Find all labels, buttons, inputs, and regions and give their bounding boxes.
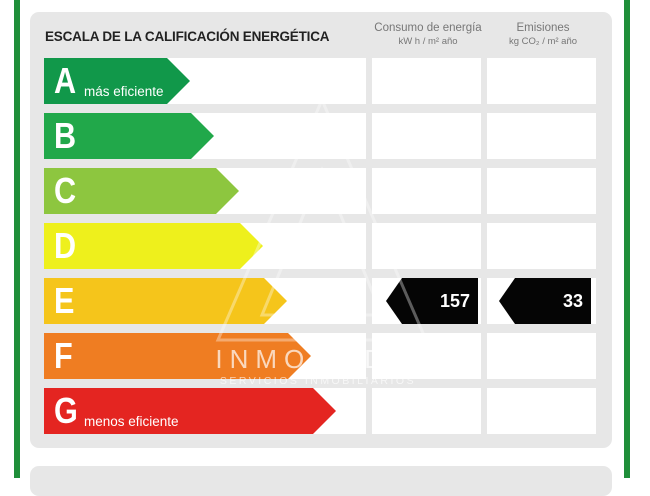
consumption-cell [372, 333, 481, 379]
emissions-cell [487, 113, 596, 159]
rating-letter-d: D [54, 225, 77, 266]
emissions-value: 33 [562, 291, 583, 311]
rating-arrow-a: A más eficiente [44, 58, 190, 104]
emissions-value-indicator: 33 [499, 278, 591, 324]
rating-letter-b: B [54, 115, 77, 156]
consumption-value-indicator: 157 [386, 278, 478, 324]
most-efficient-label: más eficiente [84, 84, 164, 99]
emissions-column-title: Emisiones [516, 22, 570, 34]
emissions-cell [487, 223, 596, 269]
rating-arrow-b: B [44, 113, 214, 159]
emissions-column-unit: kg CO₂ / m² año [508, 36, 578, 47]
rating-letter-g: G [54, 390, 78, 431]
emissions-cell [487, 58, 596, 104]
frame-left-border [14, 0, 20, 478]
consumption-column-unit: kW h / m² año [398, 36, 458, 47]
consumption-cell [372, 58, 481, 104]
consumption-value: 157 [439, 291, 470, 311]
consumption-cell [372, 223, 481, 269]
secondary-panel [30, 466, 612, 496]
rating-arrow-d: D [44, 223, 263, 269]
emissions-cell [487, 333, 596, 379]
rating-letter-f: F [54, 335, 73, 376]
rating-arrow-f: F [44, 333, 311, 379]
consumption-cell [372, 168, 481, 214]
rating-letter-a: A [54, 60, 77, 101]
least-efficient-label: menos eficiente [84, 414, 179, 429]
emissions-column-header: Emisiones kg CO₂ / m² año [487, 21, 599, 49]
rating-arrow-e: E [44, 278, 287, 324]
rating-letter-c: C [54, 170, 77, 211]
emissions-cell [487, 168, 596, 214]
rating-arrow-g: G menos eficiente [44, 388, 336, 434]
consumption-column-title: Consumo de energía [374, 22, 482, 34]
consumption-cell [372, 388, 481, 434]
rating-letter-e: E [54, 280, 75, 321]
emissions-cell [487, 388, 596, 434]
label-title: ESCALA DE LA CALIFICACIÓN ENERGÉTICA [45, 29, 330, 44]
frame-right-border [624, 0, 630, 478]
consumption-cell [372, 113, 481, 159]
rating-arrow-c: C [44, 168, 239, 214]
consumption-column-header: Consumo de energía kW h / m² año [372, 21, 484, 49]
